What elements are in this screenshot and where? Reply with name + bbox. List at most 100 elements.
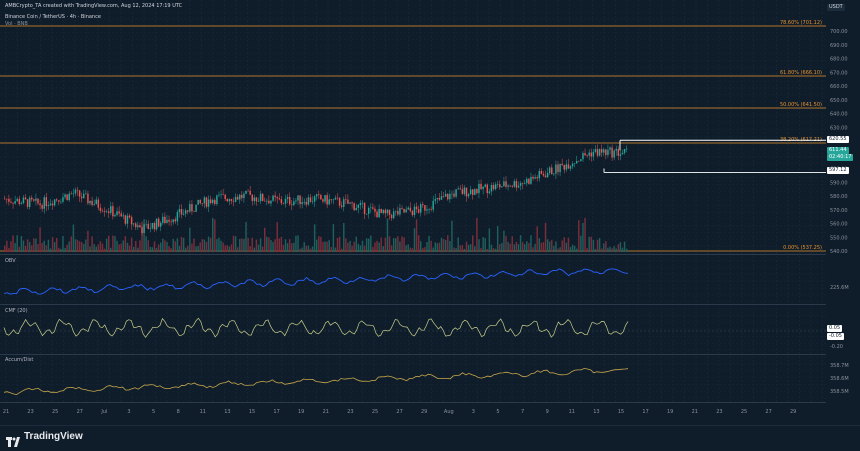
currency-badge[interactable]: USDT [827,4,845,11]
candle-body [576,161,578,164]
volume-bar [469,244,472,252]
volume-bar [357,243,360,252]
candle-body [567,164,570,169]
volume-bar [623,241,626,252]
candle-body [517,185,520,188]
candle-body [320,195,322,200]
volume-bar [588,236,590,252]
cmf-label: CMF (20) [5,308,28,314]
candle-body [299,195,301,205]
volume-bar [124,236,127,252]
volume-bar [120,243,122,252]
candle-body [174,219,177,222]
volume-bar [270,240,272,252]
volume-bar [41,242,43,252]
candle-body [486,184,489,194]
volume-bar [257,244,260,252]
candle-body [266,200,268,202]
candle-body [39,203,41,206]
candle-body [143,224,145,234]
candle-body [112,206,114,217]
volume-bar [214,219,216,252]
volume-bar [241,238,243,252]
candle-body [449,193,451,200]
candle-body [64,194,66,198]
volume-bar [596,239,599,252]
candle-body [496,184,499,185]
candle-body [10,201,12,203]
candle-body [37,198,39,204]
volume-bar [442,238,445,252]
candle-body [276,197,278,199]
candle-body [295,200,297,202]
volume-bar [172,238,174,252]
volume-bar [239,239,241,252]
volume-bar [33,238,35,252]
volume-bar [451,220,453,252]
volume-bar [415,219,418,252]
time-tick-label: 19 [667,409,673,415]
candle-body [503,181,505,187]
candle-body [278,198,281,200]
time-tick-label: 13 [224,409,230,415]
candle-body [357,204,360,208]
current-price-tag: 611.44 [827,147,849,154]
volume-bar [326,241,328,252]
candle-body [97,199,100,208]
candle-body [334,197,337,200]
volume-bar [58,247,60,252]
volume-bar [153,241,156,252]
volume-bar [434,242,437,252]
candle-body [6,198,8,200]
candle-body [353,203,355,211]
candle-body [130,217,133,225]
tradingview-logo[interactable]: TradingView [6,431,83,447]
candle-body [239,194,241,200]
volume-bar [478,239,480,252]
volume-bar [322,241,324,252]
candle-body [203,197,206,204]
volume-bar [230,244,233,252]
volume-bar [209,237,212,252]
candle-body [99,207,102,211]
candle-body [216,195,218,205]
symbol-title[interactable]: Binance Coin / TetherUS · 4h · Binance [5,14,101,20]
time-tick-label: 17 [642,409,648,415]
candle-body [135,223,137,228]
time-tick-label: 25 [52,409,58,415]
pane-divider [0,254,826,255]
time-tick-label: 21 [3,409,9,415]
candle-body [382,209,385,214]
candle-body [124,215,127,224]
candle-body [555,164,557,174]
candle-body [469,189,472,195]
candle-body [417,209,420,213]
volume-bar [49,248,52,252]
volume-bar [97,244,100,252]
volume-bar [511,236,513,252]
volume-bar [571,244,574,252]
candle-body [515,181,518,188]
candle-body [18,198,21,205]
candle-body [548,167,551,174]
volume-bar [141,221,143,252]
candle-body [24,197,27,200]
volume-bar [216,239,218,252]
volume-bar [484,238,486,252]
candle-body [532,176,534,179]
candle-body [286,197,289,199]
volume-bar [303,242,305,252]
volume-bar [528,243,530,252]
candle-body [245,190,247,194]
price-tick-label: 640.00 [830,112,848,118]
volume-bar [8,247,10,252]
volume-bar [600,248,603,252]
volume-bar [328,240,330,252]
volume-bar [459,245,461,252]
candle-body [226,199,229,202]
candle-body [536,177,538,179]
candle-body [303,201,305,203]
time-tick-label: 3 [127,409,130,415]
volume-bar [220,240,222,252]
